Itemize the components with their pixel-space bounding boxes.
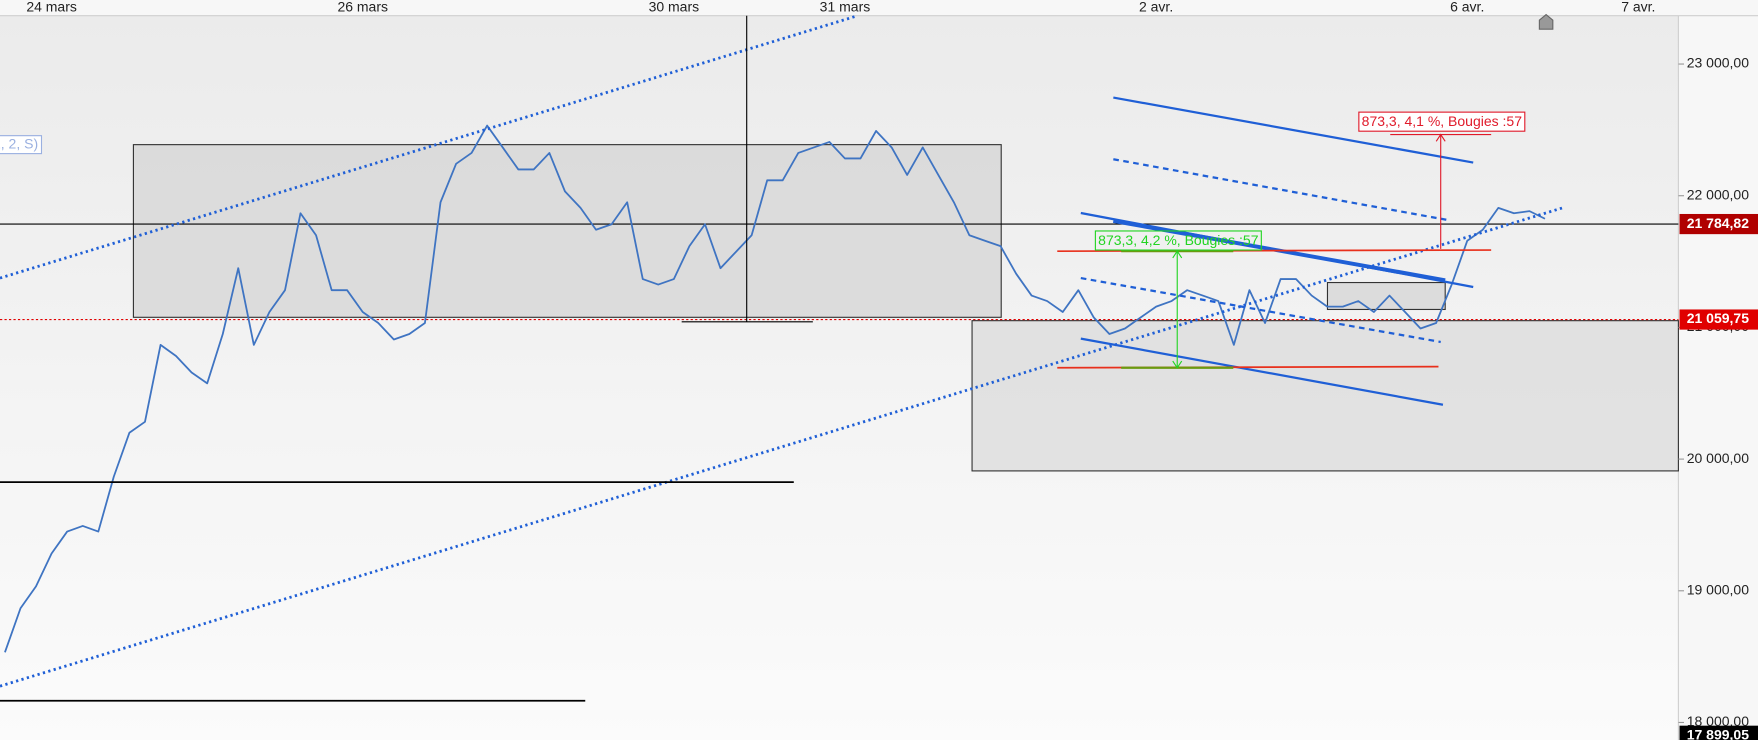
price-marker-box — [1679, 213, 1758, 235]
x-tick-label: 31 mars — [820, 0, 871, 15]
annotation: 873,3, 4,2 %, Bougies :57 — [1098, 232, 1259, 248]
price-series — [4, 124, 1546, 653]
y-tick-label: 22 000,00 — [1687, 186, 1749, 202]
x-tick-label: 7 avr. — [1621, 0, 1655, 15]
price-line — [4, 124, 1546, 653]
channel-line — [1080, 276, 1441, 344]
home-icon[interactable] — [1538, 13, 1554, 30]
arrow-head — [1172, 250, 1183, 259]
drawings: 873,3, 4,1 %, Bougies :57 873,3, 4,2 %, … — [0, 13, 1565, 702]
x-tick-label: 26 mars — [337, 0, 388, 15]
price-marker-label: 21 059,75 — [1687, 310, 1749, 326]
drawings-under — [132, 144, 1679, 472]
price-marker-label: 17 899,05 — [1687, 726, 1749, 740]
channel-line — [1080, 337, 1444, 406]
trend-line — [0, 206, 1565, 688]
trend-line — [0, 14, 859, 280]
price-marker-box — [1679, 725, 1758, 740]
x-tick-label: 24 mars — [26, 0, 77, 15]
y-tick-label: 19 000,00 — [1687, 581, 1749, 597]
annotation-box — [1094, 230, 1262, 251]
y-tick-label: 23 000,00 — [1687, 55, 1749, 71]
y-axis-strip — [1678, 15, 1758, 740]
price-marker-box — [1679, 309, 1758, 330]
y-tick-label: 20 000,00 — [1687, 450, 1749, 466]
x-tick-label: 6 avr. — [1450, 0, 1484, 15]
price-lines — [0, 223, 1679, 321]
annotation: 873,3, 4,1 %, Bougies :57 — [1362, 113, 1523, 129]
level-line — [1057, 365, 1439, 369]
annotation: 2, 2, S) — [0, 135, 38, 151]
annotation-box — [0, 135, 43, 155]
y-tick-label: 18 000,00 — [1687, 713, 1749, 729]
zone-rectangle — [971, 320, 1679, 472]
channel-line — [1113, 96, 1474, 164]
x-axis-strip — [0, 0, 1758, 16]
x-tick-label: 30 mars — [649, 0, 700, 15]
price-marker-label: 21 784,82 — [1687, 215, 1749, 231]
axes: 24 mars 26 mars 30 mars 31 mars 2 avr. 6 avr.… — [26, 0, 1758, 740]
arrow-head — [1172, 360, 1183, 369]
zone-rectangle — [132, 144, 1002, 318]
annotation-box — [1358, 111, 1526, 132]
x-tick-label: 2 avr. — [1139, 0, 1173, 15]
